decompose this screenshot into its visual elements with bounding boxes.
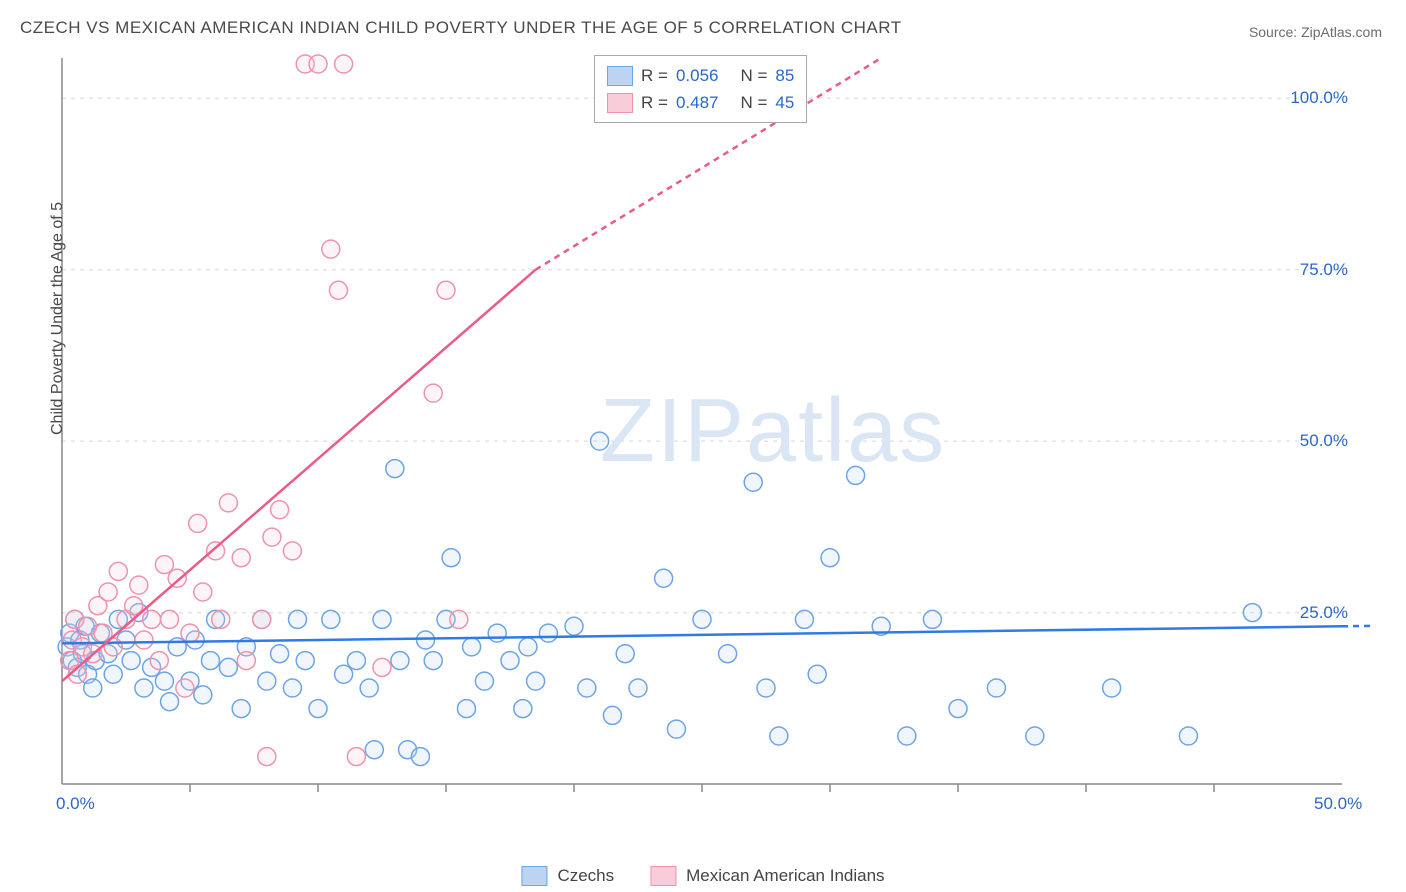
chart-title: CZECH VS MEXICAN AMERICAN INDIAN CHILD P…	[20, 18, 902, 38]
source-link[interactable]: ZipAtlas.com	[1301, 24, 1382, 40]
source-attribution: Source: ZipAtlas.com	[1249, 24, 1382, 40]
stats-legend: R = 0.056 N = 85 R = 0.487 N = 45	[594, 55, 807, 123]
stats-legend-row: R = 0.487 N = 45	[607, 89, 794, 116]
y-tick-label: 75.0%	[1300, 260, 1348, 280]
chart-container: CZECH VS MEXICAN AMERICAN INDIAN CHILD P…	[0, 0, 1406, 892]
stat-R-value: 0.056	[676, 62, 719, 89]
series-legend-label: Czechs	[557, 866, 614, 886]
stat-R-label: R =	[641, 89, 668, 116]
y-tick-label: 25.0%	[1300, 603, 1348, 623]
y-axis-label: Child Poverty Under the Age of 5	[49, 202, 67, 435]
plot-area: Child Poverty Under the Age of 5 ZIPatla…	[50, 50, 1370, 820]
legend-swatch	[521, 866, 547, 886]
x-tick-label: 50.0%	[1314, 794, 1362, 814]
stat-N-value: 45	[775, 89, 794, 116]
legend-swatch	[650, 866, 676, 886]
series-legend-item: Mexican American Indians	[650, 866, 884, 886]
series-legend-item: Czechs	[521, 866, 614, 886]
stat-N-label: N =	[740, 62, 767, 89]
stat-R-label: R =	[641, 62, 668, 89]
stat-R-value: 0.487	[676, 89, 719, 116]
y-tick-label: 100.0%	[1290, 88, 1348, 108]
chart-svg	[50, 50, 1370, 820]
source-prefix: Source:	[1249, 24, 1301, 40]
stats-legend-row: R = 0.056 N = 85	[607, 62, 794, 89]
legend-swatch	[607, 93, 633, 113]
stat-N-value: 85	[775, 62, 794, 89]
series-legend-label: Mexican American Indians	[686, 866, 884, 886]
series-legend: Czechs Mexican American Indians	[521, 866, 884, 886]
stat-N-label: N =	[740, 89, 767, 116]
legend-swatch	[607, 66, 633, 86]
y-tick-label: 50.0%	[1300, 431, 1348, 451]
x-tick-label: 0.0%	[56, 794, 95, 814]
